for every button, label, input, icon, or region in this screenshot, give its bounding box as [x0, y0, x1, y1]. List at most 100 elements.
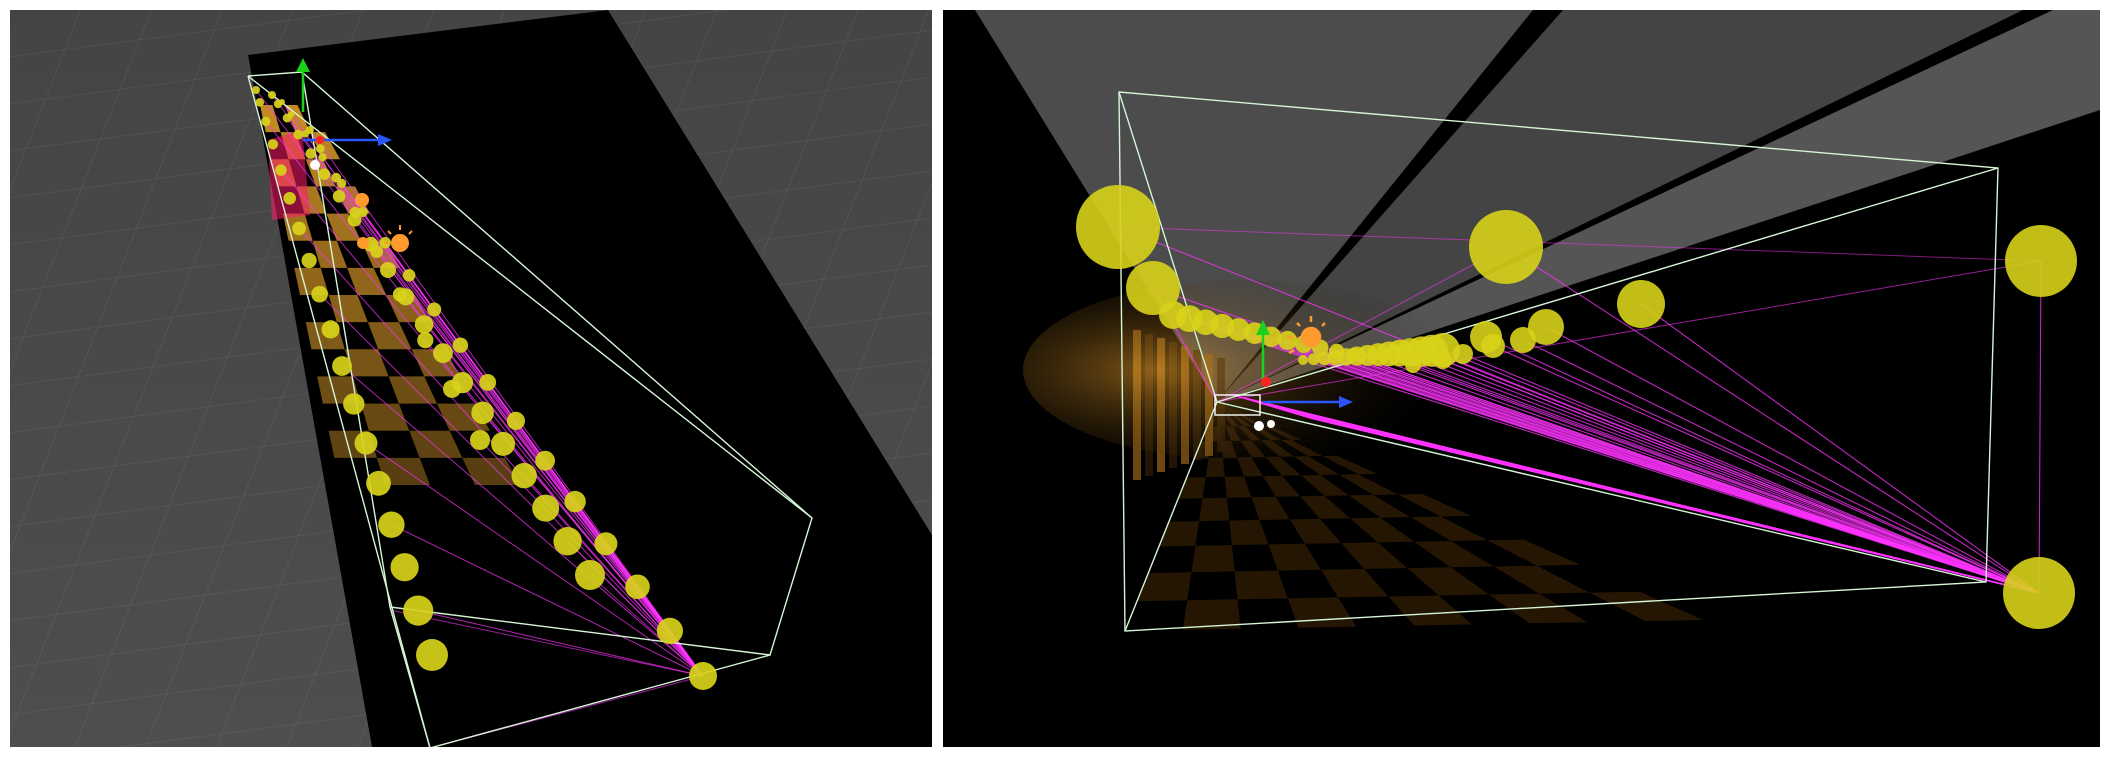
light-probe-sphere	[564, 490, 586, 513]
scene-canvas-left[interactable]	[10, 10, 932, 747]
probe-connection-line	[1410, 351, 2040, 594]
probe-connection-line	[1345, 356, 2040, 594]
light-probe-sphere	[261, 116, 271, 127]
light-probe-sphere	[1298, 355, 1308, 365]
light-probe-sphere	[535, 450, 555, 471]
light-probe-sphere	[1617, 280, 1665, 328]
light-probe-sphere	[283, 192, 297, 205]
probe-connection-line	[389, 609, 704, 677]
light-probe-sphere	[553, 527, 582, 556]
checker-tile	[1199, 497, 1230, 522]
sun-light-icon[interactable]	[355, 193, 413, 252]
checker-tile	[388, 376, 437, 404]
probe-connection-line	[1356, 355, 2040, 594]
checker-tile	[1341, 542, 1408, 569]
checker-tile	[1414, 541, 1494, 568]
light-probe-sphere	[1510, 327, 1536, 353]
checker-tile	[328, 295, 368, 323]
probe-connection-line	[1522, 339, 2040, 594]
probe-connection-line	[1216, 260, 2042, 403]
probe-connection-line	[1335, 357, 2040, 594]
light-probe-sphere	[332, 190, 346, 203]
probe-connection-line	[1324, 357, 2040, 594]
light-probe-sphere	[252, 86, 260, 94]
light-probe-sphere	[315, 144, 325, 154]
checker-tile	[1487, 539, 1580, 566]
checker-tile	[347, 267, 387, 295]
light-probe-sphere	[343, 393, 365, 415]
checker-tile	[1237, 457, 1263, 477]
light-probe-group	[252, 86, 717, 690]
probe-connection-line	[341, 365, 704, 677]
light-probe-sphere	[279, 99, 285, 105]
probe-connection-line	[1310, 417, 2040, 594]
checker-tile	[1388, 595, 1472, 626]
transform-gizmo-icon[interactable]	[1254, 320, 1353, 431]
checker-tile	[360, 403, 410, 431]
transform-gizmo-icon[interactable]	[296, 58, 392, 170]
light-probe-sphere	[1227, 318, 1250, 341]
floor-grid	[975, 10, 2100, 402]
checker-tile	[1397, 494, 1471, 517]
checker-tile	[1407, 567, 1489, 596]
probe-connection-line	[1505, 246, 2040, 594]
light-probe-sphere	[305, 148, 317, 159]
light-probe-sphere	[470, 430, 490, 450]
checker-tile	[1349, 495, 1411, 518]
light-probe-sphere	[506, 411, 525, 430]
checker-tile	[409, 430, 463, 458]
light-probe-sphere	[656, 617, 684, 645]
light-probe-sphere	[366, 470, 391, 496]
light-probe-sphere	[511, 462, 537, 489]
light-spill	[268, 130, 310, 220]
light-probe-sphere	[433, 343, 453, 363]
light-probe-sphere	[471, 401, 494, 425]
checker-tile	[312, 240, 348, 268]
light-probe-sphere	[417, 332, 434, 349]
checker-tile	[326, 213, 361, 241]
light-probe-sphere	[491, 431, 516, 456]
scene-canvas-right[interactable]	[943, 10, 2100, 747]
checker-tile	[1158, 521, 1200, 547]
probe-connection-line	[589, 574, 704, 677]
light-probe-sphere	[452, 337, 469, 353]
sun-light-icon[interactable]	[1287, 316, 1326, 355]
checker-tile	[1489, 593, 1588, 624]
probe-connection-line	[405, 296, 704, 677]
checker-tile	[1137, 572, 1192, 602]
scene-view-right[interactable]	[943, 10, 2100, 747]
light-probe-sphere	[1481, 334, 1505, 358]
light-probe-sphere	[402, 269, 416, 282]
light-probe-sphere	[479, 374, 497, 391]
probe-connection-line	[391, 524, 704, 677]
light-probe-sphere	[414, 315, 434, 334]
light-probe-sphere	[390, 553, 419, 582]
floor-grid	[10, 10, 932, 747]
light-probe-sphere	[575, 560, 605, 590]
light-probe-sphere	[311, 285, 328, 303]
light-probe-sphere	[1453, 344, 1473, 364]
light-probe-sphere	[268, 91, 276, 99]
light-probe-sphere	[378, 511, 405, 538]
light-probe-sphere	[689, 662, 717, 690]
light-probe-sphere	[2005, 225, 2077, 297]
scene-view-left[interactable]	[10, 10, 932, 747]
probe-connection-line	[1313, 358, 2040, 594]
probe-connection-line	[1216, 246, 1507, 403]
light-probe-sphere	[1126, 261, 1180, 315]
light-probe-sphere	[267, 139, 279, 150]
light-probe-sphere	[292, 221, 306, 236]
floor-glow	[1023, 280, 1463, 460]
probe-connection-line	[1492, 345, 2040, 594]
checker-tile	[1205, 457, 1225, 478]
light-probe-sphere	[331, 172, 342, 183]
checker-tile	[1294, 456, 1340, 475]
checker-tile	[1268, 543, 1321, 571]
light-probe-sphere	[293, 129, 304, 140]
light-probe-sphere	[443, 379, 461, 398]
light-probe-sphere	[1307, 353, 1320, 366]
light-probe-sphere	[1528, 309, 1564, 345]
probe-connection-line	[1640, 303, 2040, 594]
light-probe-sphere	[301, 252, 317, 269]
probe-connection-line	[1399, 352, 2040, 594]
